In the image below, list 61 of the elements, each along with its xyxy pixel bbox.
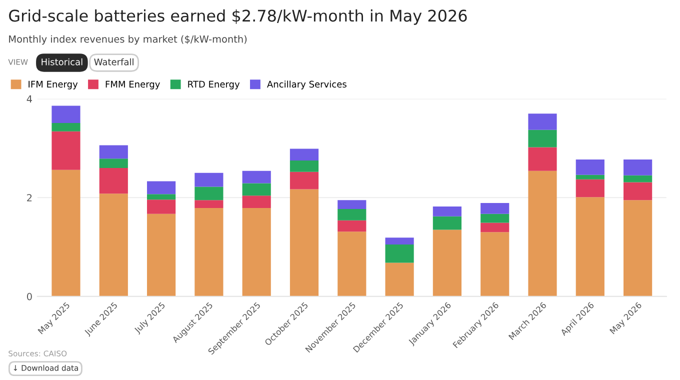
bar: [147, 194, 176, 200]
bar: [290, 148, 319, 161]
bar: [194, 186, 224, 200]
bar: [147, 214, 176, 296]
legend-label: RTD Energy: [188, 80, 240, 90]
bar: [576, 174, 604, 180]
bar: [480, 214, 510, 223]
bar: [432, 216, 462, 230]
bar: [99, 158, 128, 168]
chart-title: Grid-scale batteries earned $2.78/kW-month in May 2026: [9, 9, 467, 25]
chart-subtitle: Monthly index revenues by market ($/kW-month): [9, 35, 247, 45]
bar: [99, 168, 128, 194]
bar: [528, 130, 557, 148]
bar: [528, 170, 557, 296]
bar: [624, 160, 652, 176]
bar: [624, 182, 652, 200]
bar: [338, 220, 366, 232]
bar: [52, 131, 80, 170]
legend-label: Ancillary Services: [267, 80, 346, 90]
bar: [385, 238, 414, 245]
bar: [99, 145, 128, 159]
y-tick-label: 0: [26, 292, 32, 300]
bar: [147, 181, 176, 194]
bar: [52, 123, 80, 132]
bar: [338, 232, 366, 296]
bar: [290, 160, 319, 172]
bar: [528, 114, 557, 130]
text: Waterfall: [94, 58, 134, 66]
bar: [576, 179, 604, 198]
bar: [480, 222, 510, 232]
bar: [147, 200, 176, 214]
bar: [194, 208, 224, 296]
bar: [385, 244, 414, 263]
bar: [52, 170, 80, 296]
bar: [624, 200, 652, 296]
bar: [385, 262, 414, 296]
bar: [242, 196, 271, 208]
y-tick-label: 2: [27, 194, 32, 202]
bar: [99, 194, 128, 296]
bar: [576, 197, 604, 296]
legend-label: IFM Energy: [28, 80, 78, 90]
bar: [528, 147, 557, 171]
bar: [290, 172, 319, 190]
bar: [480, 203, 510, 214]
bar: [480, 232, 510, 296]
bar: [338, 208, 366, 220]
bar: [338, 200, 366, 209]
bar: [432, 206, 462, 216]
bar: [242, 208, 271, 296]
bar: [194, 172, 224, 187]
bar: [52, 106, 80, 124]
bar: [194, 200, 224, 208]
bar: [432, 230, 462, 296]
text: Historical: [42, 58, 82, 66]
bar: [242, 170, 271, 184]
bar: [576, 160, 604, 175]
bar: [624, 175, 652, 182]
legend-label: FMM Energy: [106, 80, 160, 90]
bar: [242, 183, 271, 196]
bar: [290, 189, 319, 296]
y-tick-label: 4: [26, 95, 32, 102]
